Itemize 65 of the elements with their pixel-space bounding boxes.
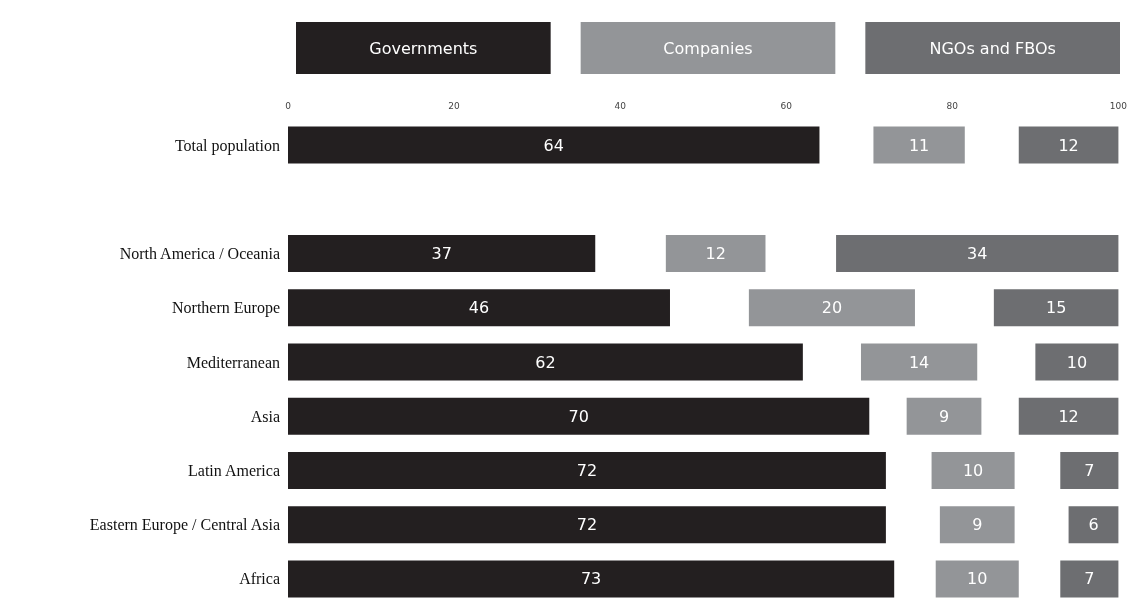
y-tick-label: Eastern Europe / Central Asia [89,516,280,535]
bar [906,397,982,435]
data-label: 12 [1058,135,1079,155]
bar [939,506,1015,544]
bar [288,343,803,381]
data-label: 72 [576,515,598,535]
data-label: 15 [1045,298,1067,318]
data-label: 7 [1084,569,1095,589]
x-tick-label: 20 [448,100,461,111]
bar [288,235,596,273]
bar [935,560,1019,598]
y-tick-label: Total population [174,136,280,155]
y-tick-label: Africa [239,570,280,588]
x-tick-label: 60 [780,100,793,111]
data-label: 10 [1066,352,1088,372]
text: NGOs and FBOs [929,38,1056,58]
bar [1068,506,1119,544]
data-label: 64 [543,135,564,155]
data-label: 37 [431,244,452,264]
data-label: 10 [962,460,984,480]
bar [873,126,965,164]
bar [288,451,886,489]
bar [1060,560,1119,598]
bar [931,451,1015,489]
data-label: 46 [468,298,490,318]
data-label: 70 [568,406,589,426]
data-label: 9 [938,406,950,426]
data-label: 20 [821,298,843,318]
data-label: 14 [908,352,930,372]
y-tick-label: Latin America [188,461,280,479]
x-tick-label: 0 [285,100,292,111]
y-tick-label: Northern Europe [172,299,280,318]
text: Companies [663,38,753,58]
data-label: 34 [967,244,988,264]
bar [1018,397,1119,435]
bar [288,397,870,435]
bar [665,235,766,273]
data-label: 12 [1058,406,1079,426]
data-label: 9 [972,515,983,535]
x-tick-label: 100 [1109,100,1128,111]
data-label: 10 [967,569,988,589]
bar [288,506,886,544]
data-label: 62 [535,352,556,372]
bar [1060,451,1119,489]
data-label: 7 [1084,460,1095,480]
x-tick-label: 80 [946,100,959,111]
bar [860,343,978,381]
data-label: 72 [576,460,598,480]
data-label: 11 [908,135,930,155]
data-label: 73 [580,569,602,589]
y-tick-label: North America / Oceania [119,245,280,263]
bar [288,560,895,598]
y-tick-label: Asia [250,407,280,425]
bar [288,126,820,164]
bar [748,289,915,327]
y-tick-label: Mediterranean [186,353,280,371]
data-label: 6 [1088,515,1099,535]
x-tick-label: 40 [614,100,627,111]
bar [288,289,670,327]
bar [836,235,1119,273]
bar [1018,126,1119,164]
data-label: 12 [705,244,726,264]
bar [993,289,1119,327]
text: Governments [369,38,478,58]
bar [1035,343,1119,381]
